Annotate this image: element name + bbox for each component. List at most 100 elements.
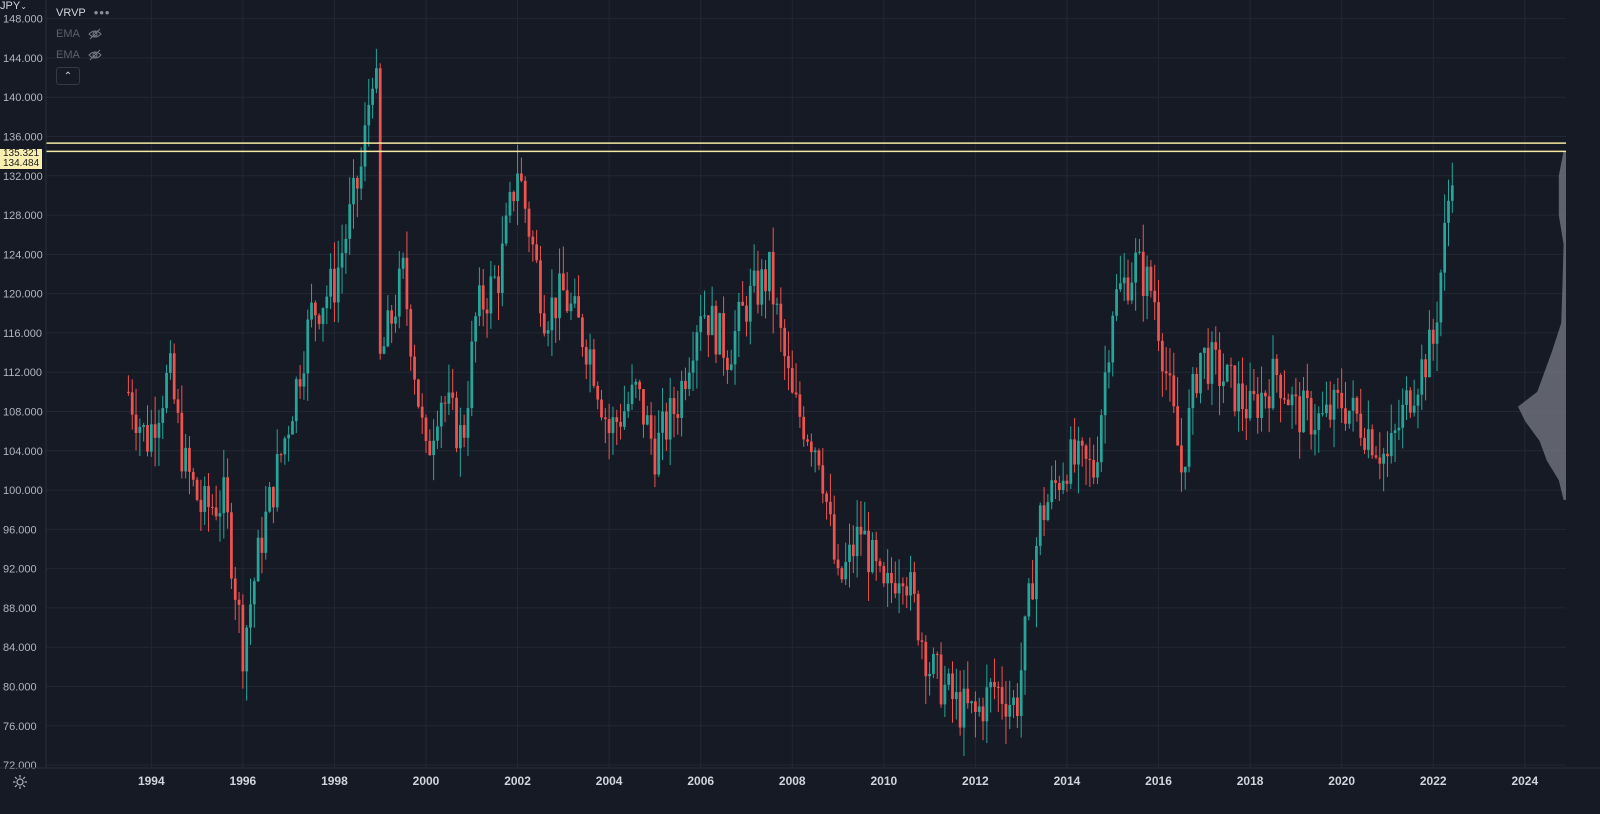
candle-body [871, 539, 874, 573]
candle-body [272, 486, 275, 508]
y-tick-label: 140.000 [3, 92, 43, 104]
y-tick-label: 96.000 [3, 524, 37, 536]
candle-body [127, 391, 130, 393]
candle-body [664, 411, 668, 440]
candle-body [1237, 383, 1241, 412]
candle-body [535, 244, 539, 261]
volume-profile [1518, 151, 1566, 500]
y-tick-label: 92.000 [3, 564, 37, 576]
candle-body [577, 296, 580, 318]
candle-body [252, 581, 256, 605]
candle-body [645, 415, 649, 425]
candle-body [668, 398, 672, 440]
horizontal-lines[interactable] [46, 142, 1566, 153]
candlestick-series [127, 48, 1454, 757]
candle-body [909, 572, 912, 596]
candle-body [355, 177, 359, 189]
candle-body [512, 191, 516, 202]
collapse-legend-button[interactable]: ⌃ [56, 67, 80, 85]
settings-gear-icon[interactable] [12, 774, 28, 790]
candle-body [462, 425, 466, 438]
candle-body [413, 356, 416, 380]
y-tick-label: 80.000 [3, 681, 37, 693]
y-tick-label: 84.000 [3, 642, 37, 654]
candle-body [279, 454, 283, 456]
candle-body [787, 356, 790, 369]
candle-body [405, 257, 409, 310]
symbol-text: JPY [0, 0, 21, 12]
candle-body [1088, 458, 1092, 460]
y-tick-label: 120.000 [3, 289, 43, 301]
candle-body [1267, 396, 1271, 409]
candle-body [439, 402, 443, 427]
candle-body [260, 537, 264, 553]
candle-body [466, 408, 470, 438]
candle-body [218, 513, 222, 517]
candle-body [859, 526, 863, 535]
candle-body [1122, 277, 1126, 284]
more-options-icon[interactable]: ••• [93, 4, 111, 20]
candle-body [1069, 439, 1073, 484]
candle-body [802, 416, 806, 440]
candle-body [588, 349, 592, 365]
x-tick-label: 2002 [504, 774, 531, 788]
candle-body [687, 372, 691, 389]
candle-body [489, 276, 493, 314]
candle-body [1099, 415, 1103, 463]
candle-body [497, 276, 500, 293]
x-tick-label: 2022 [1420, 774, 1447, 788]
hidden-eye-icon[interactable] [88, 49, 102, 61]
symbol-label[interactable]: JPY⌄ [0, 0, 27, 12]
candle-body [325, 296, 329, 309]
candle-body [249, 604, 252, 628]
candle-body [1424, 359, 1427, 378]
candle-body [603, 417, 607, 420]
price-label-upper: 135.321 [0, 149, 43, 159]
candle-body [638, 381, 642, 390]
candle-body [703, 315, 706, 317]
candle-body [1061, 480, 1065, 491]
legend-row-ema-2[interactable]: EMA [56, 44, 110, 65]
candle-body [680, 380, 683, 418]
candle-body [298, 379, 302, 387]
time-axis[interactable]: 1994 1996 1998 2000 2002 2004 2006 2008 2010 2012… [0, 767, 1600, 788]
candle-body [1382, 453, 1386, 464]
candle-body [1328, 404, 1332, 420]
candle-body [1233, 365, 1237, 412]
candle-body [1073, 439, 1076, 465]
candle-body [1065, 480, 1069, 484]
candle-body [684, 380, 687, 389]
candle-body [1294, 394, 1298, 397]
candle-body [977, 706, 981, 713]
candle-body [558, 273, 561, 319]
candle-body [287, 434, 291, 439]
x-tick-label: 2012 [962, 774, 989, 788]
candle-body [1042, 505, 1046, 521]
price-axis[interactable]: 72.000 76.000 80.000 84.000 88.000 92.000 96.0… [3, 0, 47, 772]
legend-row-ema-1[interactable]: EMA [56, 23, 110, 44]
legend-row-vrvp[interactable]: VRVP ••• [56, 2, 110, 23]
candle-body [493, 276, 497, 278]
candle-body [390, 310, 394, 324]
candle-body [878, 561, 882, 567]
hidden-eye-icon[interactable] [88, 28, 102, 40]
candle-body [1019, 670, 1023, 717]
candle-body [363, 125, 367, 167]
candle-body [478, 285, 481, 317]
candle-body [1210, 342, 1214, 384]
candle-body [939, 654, 943, 705]
candle-body [863, 530, 867, 535]
candle-body [832, 514, 836, 560]
candle-body [1332, 389, 1336, 420]
candle-body [180, 412, 184, 472]
candle-body [912, 572, 916, 594]
candle-body [1393, 430, 1397, 433]
candle-body [222, 477, 226, 514]
candle-body [989, 682, 993, 688]
chevron-up-icon: ⌃ [63, 70, 73, 82]
candle-body [1313, 429, 1317, 435]
candle-body [1191, 374, 1195, 409]
candle-body [1031, 583, 1034, 600]
candle-body [1416, 394, 1420, 406]
